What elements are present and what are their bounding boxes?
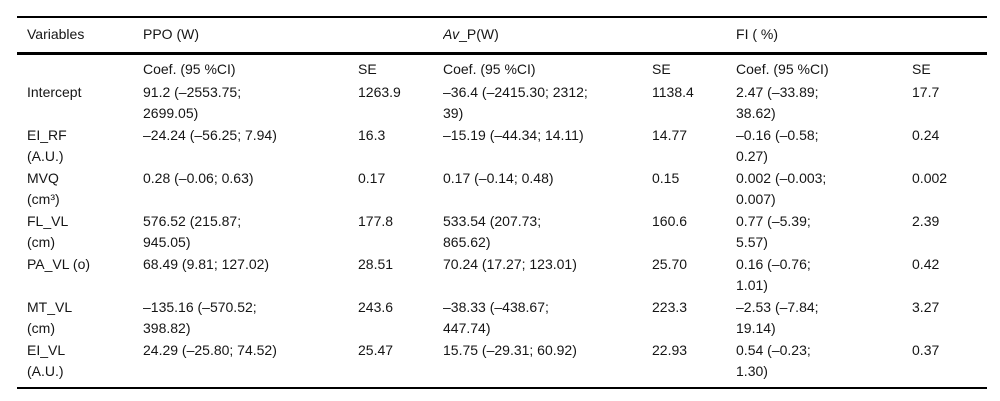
table-row-fl-vl: FL_VL (cm) 576.52 (215.87; 945.05) 177.8… — [17, 211, 987, 254]
ppo-se-cell: 243.6 — [358, 299, 394, 315]
variable-cell: Intercept — [27, 84, 82, 100]
avp-coef-cell: 15.75 (–29.31; 60.92) — [443, 340, 652, 389]
fi-se-cell: 3.27 — [912, 299, 940, 315]
avp-se-cell: 0.15 — [652, 170, 680, 186]
table-row-mt-vl: MT_VL (cm) –135.16 (–570.52; 398.82) 243… — [17, 297, 987, 340]
fi-se-cell: 0.002 — [912, 170, 948, 186]
ppo-se-cell: 25.47 — [358, 340, 443, 389]
ppo-se-cell: 1263.9 — [358, 84, 401, 100]
subheader-ppo-coef: Coef. (95 %CI) — [143, 61, 236, 77]
avp-se-cell: 1138.4 — [652, 84, 694, 100]
ppo-coef-cell: 68.49 (9.81; 127.02) — [143, 256, 270, 272]
fi-se-cell: 2.39 — [912, 213, 940, 229]
avp-coef-cell: –38.33 (–438.67; 447.74) — [443, 299, 549, 336]
group-header-avp: Av_P(W) — [443, 17, 737, 55]
avp-coef-cell: 533.54 (207.73; 865.62) — [443, 213, 542, 250]
fi-se-cell: 17.7 — [912, 84, 940, 100]
variable-cell: EI_VL (A.U.) — [17, 340, 143, 389]
fi-coef-cell: 2.47 (–33.89; 38.62) — [736, 84, 819, 121]
group-header-row: Variables PPO (W) Av_P(W) FI ( %) — [17, 17, 988, 55]
table-row-intercept: Intercept 91.2 (–2553.75; 2699.05) 1263.… — [17, 82, 987, 125]
subheader-ppo-se: SE — [358, 61, 377, 77]
ppo-coef-cell: –135.16 (–570.52; 398.82) — [143, 299, 257, 336]
variable-cell: PA_VL (o) — [27, 256, 91, 272]
ppo-se-cell: 0.17 — [358, 170, 386, 186]
fi-coef-cell: –2.53 (–7.84; 19.14) — [736, 299, 819, 336]
ppo-se-cell: 177.8 — [358, 213, 394, 229]
fi-coef-cell: 0.54 (–0.23; 1.30) — [736, 340, 913, 389]
avp-se-cell: 22.93 — [652, 340, 737, 389]
subheader-fi-coef: Coef. (95 %CI) — [736, 61, 829, 77]
ppo-se-cell: 16.3 — [358, 127, 386, 143]
avp-se-cell: 223.3 — [652, 299, 688, 315]
table-row-mvq: MVQ (cm³) 0.28 (–0.06; 0.63) 0.17 0.17 (… — [17, 168, 987, 211]
group-header-avp-rest: _P(W) — [459, 26, 499, 42]
avp-se-cell: 14.77 — [652, 127, 688, 143]
fi-coef-cell: 0.002 (–0.003; 0.007) — [736, 170, 827, 207]
ppo-coef-cell: 24.29 (–25.80; 74.52) — [143, 340, 358, 389]
fi-coef-cell: –0.16 (–0.58; 0.27) — [736, 127, 819, 164]
variables-header: Variables — [17, 17, 143, 55]
variable-cell: EI_RF (A.U.) — [27, 127, 67, 164]
group-header-ppo: PPO (W) — [143, 17, 443, 55]
avp-coef-cell: 0.17 (–0.14; 0.48) — [443, 170, 554, 186]
ppo-coef-cell: –24.24 (–56.25; 7.94) — [143, 127, 277, 143]
table-row-ei-rf: EI_RF (A.U.) –24.24 (–56.25; 7.94) 16.3 … — [17, 125, 987, 168]
variable-cell: MVQ (cm³) — [27, 170, 60, 207]
table-row-pa-vl: PA_VL (o) 68.49 (9.81; 127.02) 28.51 70.… — [17, 254, 987, 297]
ppo-coef-cell: 91.2 (–2553.75; 2699.05) — [143, 84, 242, 121]
ppo-se-cell: 28.51 — [358, 256, 394, 272]
table-row-ei-vl: EI_VL (A.U.) 24.29 (–25.80; 74.52) 25.47… — [17, 340, 988, 389]
avp-se-cell: 25.70 — [652, 256, 688, 272]
fi-coef-cell: 0.16 (–0.76; 1.01) — [736, 256, 811, 293]
fi-coef-cell: 0.77 (–5.39; 5.57) — [736, 213, 811, 250]
subheader-fi-se: SE — [912, 61, 931, 77]
fi-se-cell: 0.42 — [912, 256, 940, 272]
variable-cell: MT_VL (cm) — [27, 299, 73, 336]
fi-se-cell: 0.37 — [912, 340, 988, 389]
group-header-fi: FI ( %) — [736, 17, 988, 55]
avp-coef-cell: 70.24 (17.27; 123.01) — [443, 256, 577, 272]
variable-cell: FL_VL (cm) — [27, 213, 69, 250]
avp-coef-cell: –36.4 (–2415.30; 2312; 39) — [443, 84, 588, 121]
avp-coef-cell: –15.19 (–44.34; 14.11) — [443, 127, 584, 143]
subheader-avp-coef: Coef. (95 %CI) — [443, 61, 536, 77]
ppo-coef-cell: 0.28 (–0.06; 0.63) — [143, 170, 254, 186]
ppo-coef-cell: 576.52 (215.87; 945.05) — [143, 213, 242, 250]
regression-table: Variables PPO (W) Av_P(W) FI ( %) Coef. … — [17, 16, 988, 389]
group-header-avp-italic: Av — [443, 26, 460, 42]
subheader-avp-se: SE — [652, 61, 671, 77]
subheader-empty — [17, 54, 143, 83]
fi-se-cell: 0.24 — [912, 127, 940, 143]
subheader-row: Coef. (95 %CI) SE Coef. (95 %CI) SE Coef… — [17, 54, 987, 83]
avp-se-cell: 160.6 — [652, 213, 688, 229]
